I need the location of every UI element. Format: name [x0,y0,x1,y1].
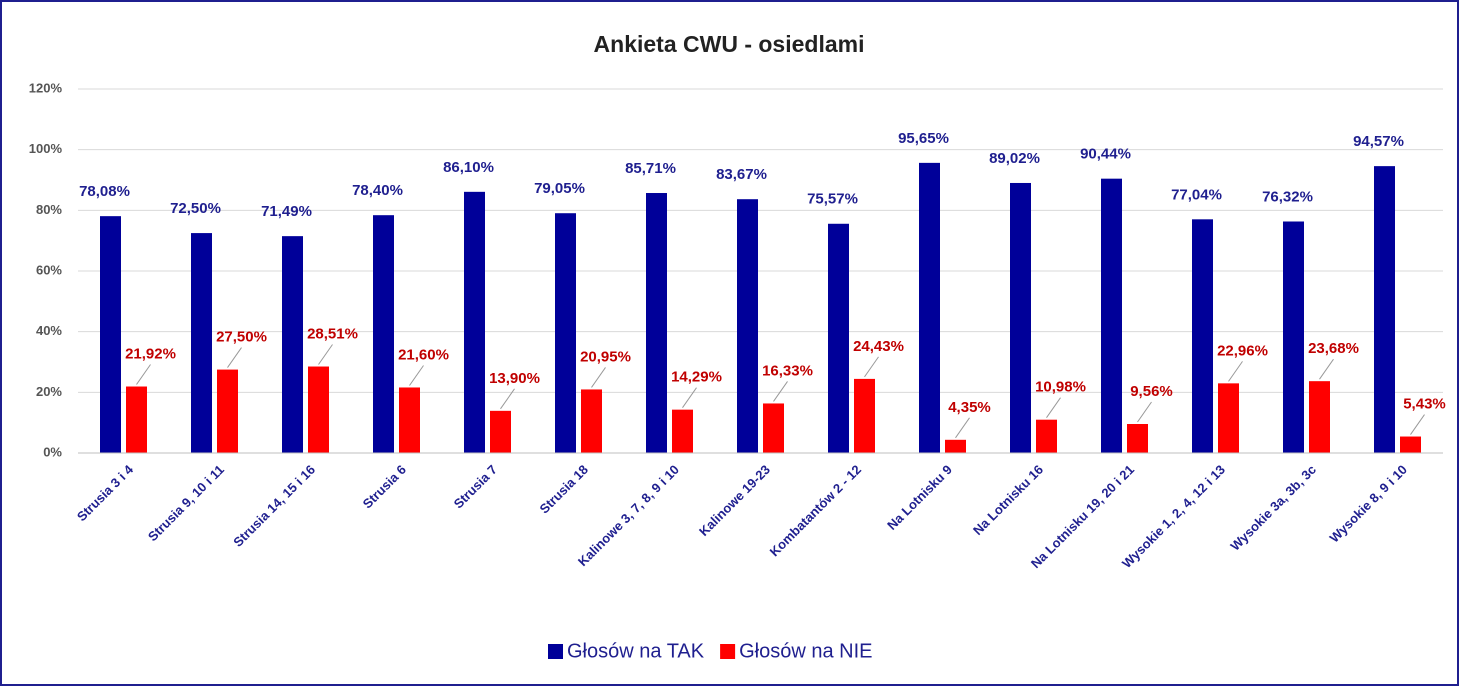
value-label: 85,71% [625,160,676,177]
bar [1283,221,1304,453]
value-label: 76,32% [1262,188,1313,205]
value-label: 24,43% [853,338,904,355]
y-tick-label: 40% [36,323,62,338]
value-label: 22,96% [1217,342,1268,359]
bar [945,439,966,453]
y-tick-label: 20% [36,384,62,399]
value-label: 21,92% [125,345,176,362]
legend-swatch [548,644,563,659]
bar [1127,424,1148,453]
bar [555,213,576,453]
leader-line [1319,358,1334,380]
leader-line [591,367,606,388]
value-label: 16,33% [762,362,813,379]
bar [1101,178,1122,453]
value-label: 89,02% [989,150,1040,167]
value-label: 79,05% [534,180,585,197]
bar [282,236,303,453]
bar [646,193,667,453]
leader-line [682,387,697,408]
bar [919,162,940,453]
bar [490,410,511,453]
leader-line [773,381,788,402]
bar [100,216,121,453]
value-label: 71,49% [261,203,312,220]
leader-line [318,344,333,365]
bar [399,387,420,453]
value-label: 10,98% [1035,379,1086,396]
value-label: 90,44% [1080,146,1131,163]
bar [828,223,849,453]
value-label: 27,50% [216,329,267,346]
y-tick-label: 60% [36,262,62,277]
value-label: 14,29% [671,369,722,386]
value-label: 83,67% [716,166,767,183]
value-label: 9,56% [1130,383,1173,400]
bar [464,191,485,453]
leader-line [1137,401,1152,423]
bar [217,369,238,453]
value-label: 94,57% [1353,133,1404,150]
bar [1010,182,1031,454]
value-label: 75,57% [807,191,858,208]
value-label: 5,43% [1403,395,1446,412]
bar [672,409,693,453]
value-label: 95,65% [898,130,949,147]
chart-title: Ankieta CWU - osiedlami [594,31,865,57]
value-label: 20,95% [580,348,631,365]
bar [373,215,394,453]
y-tick-label: 80% [36,202,62,217]
bar [1374,166,1395,453]
value-label: 86,10% [443,159,494,176]
legend-label: Głosów na TAK [567,640,705,662]
legend-swatch [720,644,736,659]
leader-line [1228,361,1243,382]
leader-line [500,388,515,410]
bar [126,386,147,453]
value-label: 21,60% [398,346,449,363]
bar [737,199,758,453]
value-label: 28,51% [307,325,358,342]
value-label: 78,40% [352,182,403,199]
value-label: 72,50% [170,200,221,217]
value-label: 13,90% [489,370,540,387]
bar [1036,419,1057,453]
bar [581,389,602,453]
bar [1218,383,1239,453]
value-label: 23,68% [1308,340,1359,357]
bar [1400,436,1421,453]
bar [1309,381,1330,453]
leader-line [864,356,879,378]
bar [763,403,784,453]
y-tick-label: 120% [29,80,63,95]
leader-line [409,365,424,386]
legend-label: Głosów na NIE [739,640,872,662]
bar [191,233,212,453]
y-tick-label: 100% [29,141,63,156]
leader-line [227,347,242,368]
leader-line [1046,397,1061,418]
bar [1192,219,1213,453]
bar [308,366,329,453]
bar [854,378,875,453]
leader-line [136,364,151,385]
value-label: 4,35% [948,399,991,416]
value-label: 78,08% [79,183,130,200]
leader-line [955,417,970,439]
value-label: 77,04% [1171,186,1222,203]
leader-line [1410,414,1425,435]
y-tick-label: 0% [43,444,62,459]
